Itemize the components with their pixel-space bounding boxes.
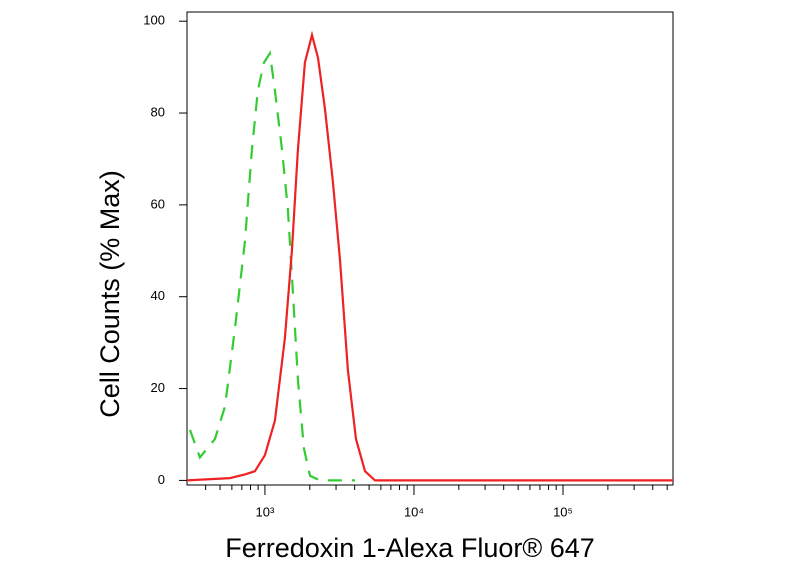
y-tick-label: 80	[151, 104, 165, 119]
plot-frame	[186, 11, 674, 486]
x-tick-label: 10⁵	[553, 504, 573, 519]
y-tick-label: 20	[151, 380, 165, 395]
series-line	[188, 50, 355, 482]
x-tick-label: 10⁴	[404, 504, 424, 519]
y-tick-label: 40	[151, 288, 165, 303]
y-tick-label: 100	[143, 13, 165, 28]
x-axis-label: Ferredoxin 1-Alexa Fluor® 647	[225, 533, 595, 563]
y-axis-label: Cell Counts (% Max)	[95, 170, 125, 418]
y-tick-label: 60	[151, 196, 165, 211]
series-line	[187, 30, 673, 482]
x-tick-label: 10³	[256, 504, 275, 519]
y-tick-label: 0	[158, 472, 165, 487]
